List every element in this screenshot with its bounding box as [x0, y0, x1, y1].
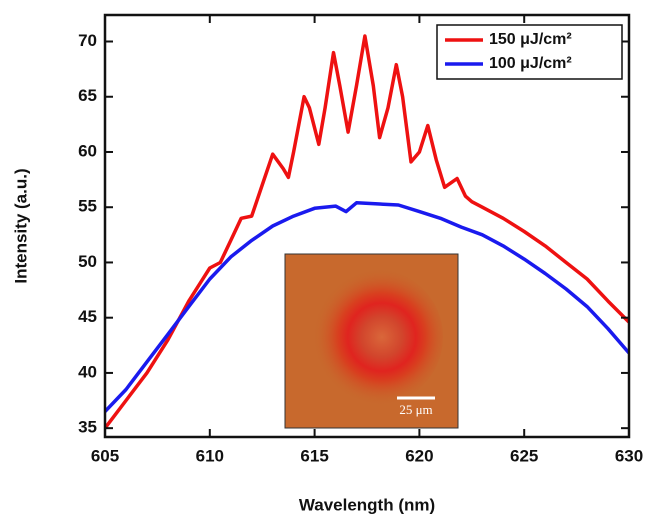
- legend-label: 150 μJ/cm²: [489, 31, 572, 48]
- inset-spot: [307, 269, 443, 405]
- x-axis-label: Wavelength (nm): [299, 495, 435, 514]
- y-tick-label: 55: [78, 197, 97, 216]
- x-tick-label: 630: [615, 446, 643, 465]
- plot-frame: [103, 13, 631, 439]
- y-tick-label: 50: [78, 252, 97, 271]
- line-series: [105, 34, 629, 430]
- x-tick-label: 605: [91, 446, 119, 465]
- x-tick-label: 620: [405, 446, 433, 465]
- legend-label: 100 μJ/cm²: [489, 55, 572, 72]
- y-tick-label: 70: [78, 31, 97, 50]
- legend-box: [436, 24, 623, 80]
- line-series: [105, 201, 629, 413]
- y-tick-label: 45: [78, 307, 97, 326]
- y-tick-label: 65: [78, 86, 97, 105]
- inset: 25 μm: [284, 253, 459, 429]
- y-axis-label: Intensity (a.u.): [11, 168, 30, 283]
- x-tick-label: 610: [196, 446, 224, 465]
- y-tick-label: 40: [78, 362, 97, 381]
- x-tick-label: 615: [300, 446, 328, 465]
- scale-label: 25 μm: [399, 402, 432, 417]
- x-tick-label: 625: [510, 446, 538, 465]
- y-tick-label: 60: [78, 141, 97, 160]
- y-tick-label: 35: [78, 418, 97, 437]
